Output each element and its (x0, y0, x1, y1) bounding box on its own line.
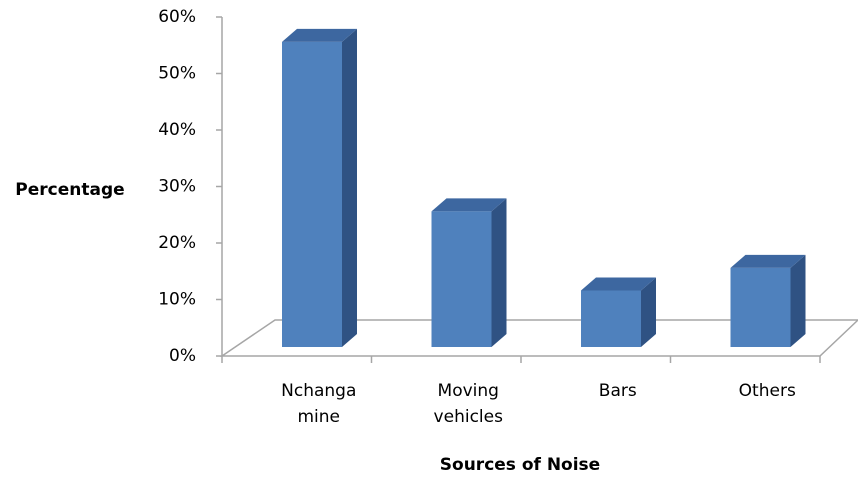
y-tick-label: 50% (158, 64, 196, 84)
bar-side (491, 198, 507, 347)
bar-side (790, 254, 806, 347)
bar (730, 267, 791, 347)
bar-top (730, 254, 806, 268)
bar (581, 290, 641, 347)
y-tick-label: 40% (158, 120, 196, 140)
y-tick-label: 0% (169, 346, 196, 366)
x-tick-label: Others (738, 381, 796, 401)
bar (282, 41, 342, 348)
y-tick-label: 60% (158, 7, 196, 27)
y-axis-title: Percentage (15, 180, 124, 200)
y-tick-label: 20% (158, 233, 196, 253)
bar-top (282, 28, 357, 42)
x-tick-label: Nchanga mine (281, 381, 357, 427)
bar-top (581, 277, 656, 291)
floor (219, 319, 858, 357)
bar (431, 211, 492, 347)
bar-top (431, 198, 507, 212)
bar-side (641, 277, 656, 347)
x-tick-label: Bars (598, 381, 637, 401)
x-tick-label: Moving vehicles (433, 381, 503, 427)
y-tick-label: 30% (158, 177, 196, 197)
x-axis-title: Sources of Noise (440, 455, 600, 475)
y-tick-label: 10% (158, 290, 196, 310)
bar-side (342, 28, 357, 348)
